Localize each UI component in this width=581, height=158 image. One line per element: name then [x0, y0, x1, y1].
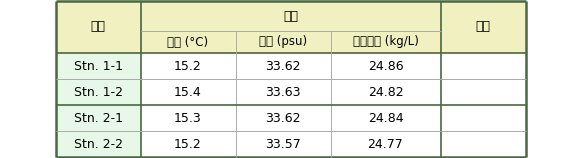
Bar: [141, 131, 235, 157]
Bar: [56, 105, 141, 131]
Text: Stn. 1-1: Stn. 1-1: [74, 60, 123, 73]
Text: 15.3: 15.3: [174, 112, 202, 125]
Bar: [331, 31, 440, 53]
Text: 15.2: 15.2: [174, 60, 202, 73]
Text: 33.57: 33.57: [265, 137, 301, 151]
Bar: [235, 131, 331, 157]
Text: 33.62: 33.62: [266, 60, 301, 73]
Text: 항목: 항목: [283, 9, 298, 22]
Text: 24.86: 24.86: [368, 60, 403, 73]
Text: 수온 (°C): 수온 (°C): [167, 36, 209, 49]
Bar: [235, 31, 331, 53]
Text: Stn. 1-2: Stn. 1-2: [74, 85, 123, 98]
Bar: [440, 79, 525, 105]
Text: 33.62: 33.62: [266, 112, 301, 125]
Bar: [331, 53, 440, 79]
Bar: [141, 31, 235, 53]
Text: 15.2: 15.2: [174, 137, 202, 151]
Text: 24.84: 24.84: [368, 112, 403, 125]
Text: 현장밀도 (kg/L): 현장밀도 (kg/L): [353, 36, 418, 49]
Bar: [56, 1, 141, 53]
Bar: [440, 105, 525, 131]
Text: 24.82: 24.82: [368, 85, 403, 98]
Bar: [235, 79, 331, 105]
Bar: [141, 105, 235, 131]
Bar: [331, 79, 440, 105]
Bar: [56, 131, 141, 157]
Text: 15.4: 15.4: [174, 85, 202, 98]
Text: 33.63: 33.63: [266, 85, 301, 98]
Text: Stn. 2-2: Stn. 2-2: [74, 137, 123, 151]
Text: 정점: 정점: [91, 21, 106, 33]
Bar: [141, 79, 235, 105]
Bar: [331, 131, 440, 157]
Text: 24.77: 24.77: [368, 137, 403, 151]
Bar: [235, 105, 331, 131]
Text: 염분 (psu): 염분 (psu): [259, 36, 307, 49]
Bar: [235, 53, 331, 79]
Bar: [56, 79, 141, 105]
Bar: [331, 105, 440, 131]
Bar: [440, 53, 525, 79]
Bar: [440, 131, 525, 157]
Text: 비고: 비고: [475, 21, 490, 33]
Bar: [56, 53, 141, 79]
Bar: [440, 1, 525, 53]
Text: Stn. 2-1: Stn. 2-1: [74, 112, 123, 125]
Bar: [141, 53, 235, 79]
Bar: [141, 1, 440, 31]
